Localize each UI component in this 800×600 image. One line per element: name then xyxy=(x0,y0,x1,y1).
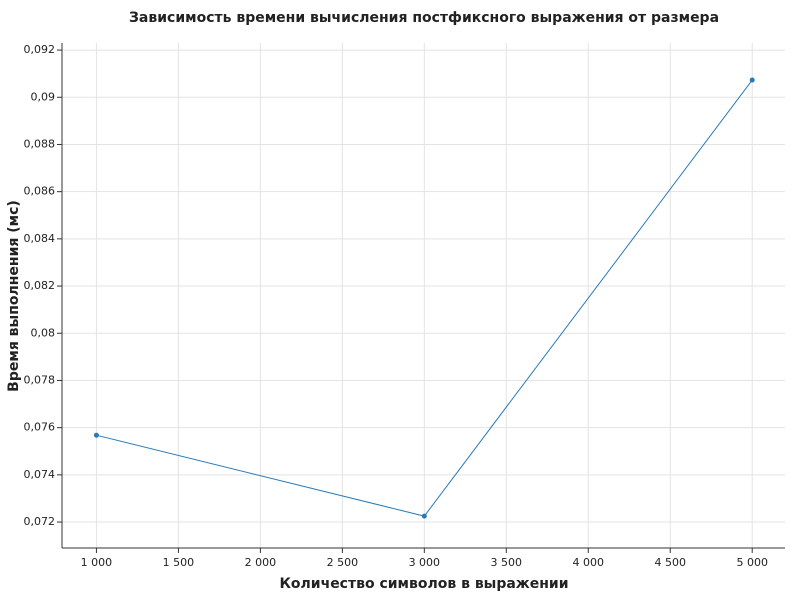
y-tick-label: 0,072 xyxy=(24,515,56,528)
x-tick-label: 2 000 xyxy=(245,556,277,569)
x-tick-label: 1 000 xyxy=(81,556,113,569)
y-tick-label: 0,084 xyxy=(24,232,56,245)
x-tick-label: 3 500 xyxy=(491,556,523,569)
x-axis-label: Количество символов в выражении xyxy=(279,576,568,592)
x-tick-label: 4 000 xyxy=(573,556,605,569)
y-axis-label: Время выполнения (мс) xyxy=(6,200,22,392)
y-tick-label: 0,086 xyxy=(24,185,56,198)
y-tick-label: 0,08 xyxy=(31,326,56,339)
point xyxy=(93,432,99,438)
x-tick-label: 1 500 xyxy=(163,556,195,569)
y-tick-label: 0,076 xyxy=(24,421,56,434)
y-tick-label: 0,088 xyxy=(24,137,56,150)
chart-title: Зависимость времени вычисления постфиксн… xyxy=(129,10,719,26)
x-tick-label: 2 500 xyxy=(327,556,359,569)
y-tick-label: 0,09 xyxy=(31,90,56,103)
point xyxy=(749,77,755,83)
x-tick-label: 5 000 xyxy=(736,556,768,569)
y-tick-label: 0,078 xyxy=(24,373,56,386)
point xyxy=(421,513,427,519)
y-tick-label: 0,082 xyxy=(24,279,56,292)
y-tick-label: 0,074 xyxy=(24,468,56,481)
x-tick-label: 4 500 xyxy=(654,556,686,569)
y-tick-label: 0,092 xyxy=(24,43,56,56)
x-tick-label: 3 000 xyxy=(409,556,441,569)
